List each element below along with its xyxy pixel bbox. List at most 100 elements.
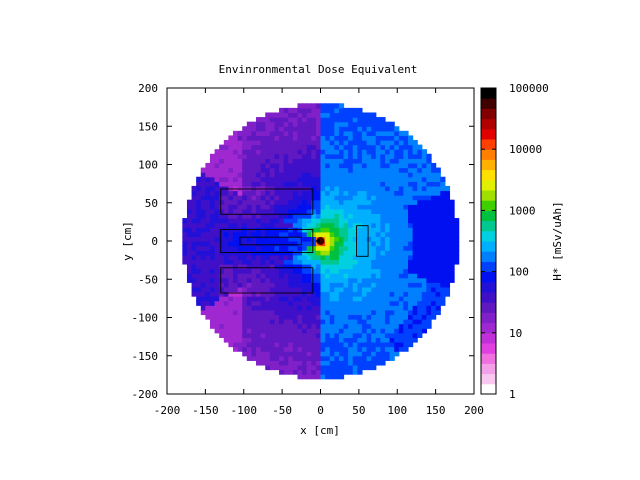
heatmap-cell	[256, 117, 262, 123]
heatmap-cell	[440, 273, 446, 279]
heatmap-cell	[256, 172, 262, 178]
heatmap-cell	[371, 176, 377, 182]
heatmap-cell	[325, 369, 331, 375]
heatmap-cell	[315, 176, 322, 182]
heatmap-cell	[251, 337, 257, 343]
heatmap-cell	[389, 130, 395, 137]
heatmap-cell	[214, 286, 220, 293]
heatmap-cell	[256, 332, 262, 338]
heatmap-cell	[242, 268, 248, 274]
heatmap-cell	[265, 135, 271, 141]
heatmap-cell	[242, 337, 248, 343]
heatmap-cell	[246, 254, 253, 260]
heatmap-cell	[223, 158, 229, 164]
heatmap-cell	[352, 314, 358, 320]
heatmap-cell	[297, 218, 303, 224]
heatmap-cell	[375, 130, 381, 137]
heatmap-cell	[209, 296, 216, 302]
heatmap-cell	[352, 328, 358, 334]
heatmap-cell	[302, 263, 308, 270]
colorbar-swatch	[481, 88, 496, 99]
heatmap-cell	[384, 314, 391, 320]
heatmap-cell	[343, 117, 349, 123]
heatmap-cell	[320, 121, 326, 127]
heatmap-cell	[440, 286, 446, 293]
heatmap-cell	[329, 291, 335, 297]
heatmap-cell	[279, 121, 285, 127]
heatmap-cell	[375, 332, 381, 338]
heatmap-cell	[357, 158, 363, 164]
heatmap-cell	[320, 309, 326, 316]
heatmap-cell	[320, 208, 326, 215]
heatmap-cell	[394, 149, 400, 155]
heatmap-cell	[306, 144, 312, 150]
heatmap-cell	[366, 181, 372, 187]
heatmap-cell	[302, 355, 308, 361]
heatmap-cell	[338, 135, 345, 141]
heatmap-cell	[421, 263, 428, 270]
colorbar-swatch	[481, 149, 496, 160]
heatmap-cell	[205, 162, 211, 169]
heatmap-cell	[311, 328, 317, 334]
heatmap-cell	[223, 323, 229, 329]
heatmap-cell	[233, 199, 239, 205]
heatmap-cell	[200, 300, 206, 306]
heatmap-cell	[361, 364, 368, 371]
heatmap-cell	[366, 332, 372, 338]
heatmap-cell	[366, 117, 372, 123]
heatmap-cell	[265, 158, 271, 164]
heatmap-cell	[320, 341, 326, 348]
heatmap-cell	[223, 231, 229, 238]
heatmap-cell	[348, 291, 354, 297]
heatmap-cell	[306, 305, 312, 311]
heatmap-cell	[196, 181, 202, 187]
heatmap-cell	[292, 204, 299, 210]
heatmap-cell	[352, 204, 358, 210]
heatmap-cell	[233, 323, 239, 329]
heatmap-cell	[214, 268, 220, 274]
heatmap-cell	[325, 300, 331, 306]
heatmap-cell	[297, 126, 303, 132]
heatmap-cell	[242, 130, 248, 137]
heatmap-cell	[242, 181, 248, 187]
heatmap-cell	[223, 282, 229, 288]
heatmap-cell	[421, 162, 428, 169]
heatmap-cell	[352, 218, 358, 224]
heatmap-cell	[246, 135, 253, 141]
heatmap-cell	[325, 185, 331, 192]
heatmap-cell	[306, 167, 312, 173]
heatmap-cell	[246, 241, 253, 247]
heatmap-cell	[182, 259, 188, 265]
heatmap-cell	[408, 213, 414, 219]
heatmap-cell	[403, 236, 409, 242]
heatmap-cell	[256, 130, 262, 137]
heatmap-cell	[320, 117, 326, 123]
heatmap-cell	[329, 332, 335, 338]
heatmap-cell	[306, 277, 312, 283]
heatmap-cell	[256, 300, 262, 306]
heatmap-cell	[361, 300, 368, 306]
heatmap-cell	[357, 286, 363, 293]
heatmap-cell	[274, 323, 280, 329]
heatmap-cell	[320, 181, 326, 187]
heatmap-cell	[200, 286, 206, 293]
heatmap-cell	[265, 360, 271, 366]
heatmap-cell	[274, 337, 280, 343]
heatmap-cell	[444, 208, 451, 215]
heatmap-cell	[348, 250, 354, 256]
heatmap-cell	[366, 241, 372, 247]
heatmap-cell	[380, 296, 386, 302]
heatmap-cell	[297, 121, 303, 127]
heatmap-cell	[297, 241, 303, 247]
heatmap-cell	[320, 204, 326, 210]
heatmap-cell	[315, 112, 322, 118]
heatmap-cell	[274, 199, 280, 205]
heatmap-cell	[421, 172, 428, 178]
heatmap-cell	[288, 364, 294, 371]
heatmap-cell	[348, 140, 354, 146]
heatmap-cell	[219, 144, 225, 150]
heatmap-cell	[338, 314, 345, 320]
heatmap-cell	[302, 268, 308, 274]
heatmap-cell	[412, 218, 418, 224]
heatmap-cell	[233, 341, 239, 348]
